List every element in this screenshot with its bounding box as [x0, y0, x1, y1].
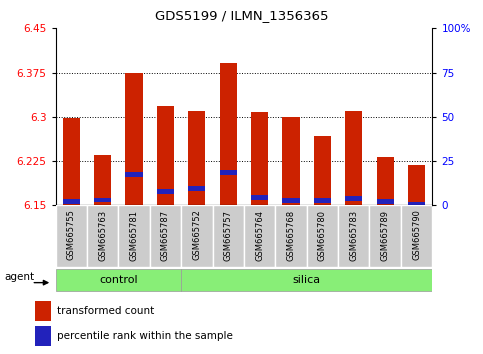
Bar [220, 170, 237, 175]
Bar [213, 205, 244, 267]
Bar [94, 198, 111, 202]
Bar [126, 73, 142, 205]
Bar [314, 198, 331, 203]
Bar [126, 172, 142, 177]
Text: GSM665757: GSM665757 [224, 210, 233, 261]
Text: GDS5199 / ILMN_1356365: GDS5199 / ILMN_1356365 [155, 9, 328, 22]
Text: GSM665752: GSM665752 [192, 210, 201, 261]
Bar [35, 301, 52, 321]
Bar [408, 202, 425, 207]
Bar [181, 268, 432, 291]
Text: agent: agent [5, 272, 35, 282]
Bar [63, 118, 80, 205]
Bar [401, 205, 432, 267]
Bar [307, 205, 338, 267]
Bar [56, 205, 87, 267]
Bar [314, 136, 331, 205]
Text: control: control [99, 275, 138, 285]
Text: GSM665764: GSM665764 [255, 210, 264, 261]
Text: GSM665789: GSM665789 [381, 210, 390, 261]
Text: silica: silica [293, 275, 321, 285]
Bar [338, 205, 369, 267]
Bar [181, 205, 213, 267]
Bar [188, 111, 205, 205]
Bar [157, 189, 174, 194]
Text: GSM665763: GSM665763 [98, 210, 107, 261]
Text: GSM665780: GSM665780 [318, 210, 327, 261]
Bar [251, 195, 268, 200]
Bar [150, 205, 181, 267]
Bar [369, 205, 401, 267]
Bar [87, 205, 118, 267]
Text: GSM665755: GSM665755 [67, 210, 76, 261]
Bar [94, 155, 111, 205]
Text: GSM665787: GSM665787 [161, 210, 170, 261]
Text: transformed count: transformed count [57, 306, 155, 316]
Bar [188, 187, 205, 191]
Bar [56, 268, 181, 291]
Bar [377, 199, 394, 204]
Bar [345, 111, 362, 205]
Bar [63, 199, 80, 204]
Text: GSM665768: GSM665768 [286, 210, 296, 261]
Bar [283, 198, 299, 203]
Text: GSM665783: GSM665783 [349, 210, 358, 261]
Bar [408, 165, 425, 205]
Text: GSM665781: GSM665781 [129, 210, 139, 261]
Bar [220, 63, 237, 205]
Bar [275, 205, 307, 267]
Text: percentile rank within the sample: percentile rank within the sample [57, 331, 233, 341]
Text: GSM665790: GSM665790 [412, 210, 421, 261]
Bar [157, 106, 174, 205]
Bar [345, 196, 362, 201]
Bar [377, 157, 394, 205]
Bar [35, 326, 52, 346]
Bar [251, 112, 268, 205]
Bar [283, 117, 299, 205]
Bar [118, 205, 150, 267]
Bar [244, 205, 275, 267]
